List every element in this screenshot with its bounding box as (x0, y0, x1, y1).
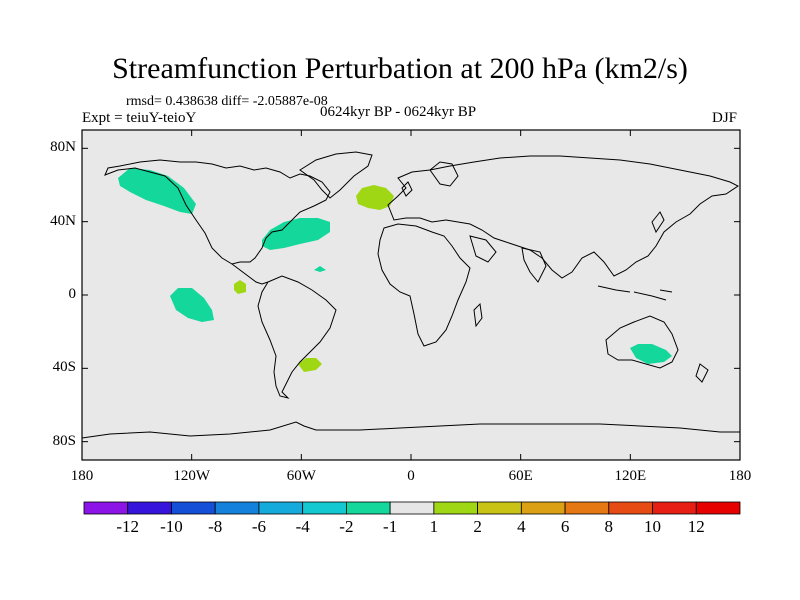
colorbar-label: 1 (429, 517, 439, 536)
map-ticks (81, 130, 741, 460)
colorbar-label: 2 (473, 517, 482, 536)
colorbar-label: -12 (116, 517, 140, 536)
colorbar-swatch (389, 501, 435, 515)
chart-title: Streamfunction Perturbation at 200 hPa (… (112, 52, 688, 85)
y-tick-label: 80S (52, 432, 76, 449)
region-north-pacific-gulf-of-alaska (118, 168, 196, 214)
colorbar-swatch (345, 501, 391, 515)
y-tick-label: 40S (52, 359, 76, 376)
x-tick-label: 0 (407, 468, 415, 484)
colorbar-swatch (127, 501, 172, 515)
colorbar-label: 10 (644, 517, 662, 536)
colorbar-swatch (171, 501, 216, 515)
region-small-tropical-atlantic-patch (314, 266, 326, 272)
region-small-caribbean-patch (234, 280, 246, 294)
colorbar-swatch (258, 501, 304, 515)
colorbar-swatch (608, 501, 653, 515)
x-tick-label: 120E (614, 468, 647, 484)
colorbar-label: 4 (517, 517, 526, 536)
colorbar-label: -1 (383, 517, 398, 536)
colorbar-swatch (564, 501, 610, 515)
stats-text: rmsd= 0.438638 diff= -2.05887e-08 (126, 94, 328, 109)
colorbar-swatch (520, 501, 566, 515)
colorbar-swatch (695, 501, 741, 515)
colorbar-label: 8 (604, 517, 614, 536)
colorbar-label: -8 (208, 517, 223, 536)
period-label: 0624kyr BP - 0624kyr BP (320, 104, 477, 120)
colorbar-label: -2 (339, 517, 354, 536)
y-tick-label: 0 (68, 286, 77, 302)
colorbar-swatch (652, 501, 697, 515)
experiment-label: Expt = teiuY-teioY (82, 110, 197, 126)
season-label: DJF (712, 110, 738, 126)
colorbar-swatch (83, 501, 129, 515)
colorbar-label: 12 (687, 517, 705, 536)
region-eastern-north-america (262, 218, 330, 250)
colorbar-label: -10 (160, 517, 183, 536)
region-southern-australia (630, 344, 672, 364)
colorbar-label: -4 (295, 517, 310, 536)
coastlines (81, 151, 740, 439)
perturbation-regions (118, 168, 672, 372)
colorbar-label: -6 (251, 517, 267, 536)
colorbar-swatch (214, 501, 260, 515)
region-south-america-argentina (298, 358, 322, 372)
y-tick-label: 40N (50, 212, 76, 229)
region-east-pacific-equatorial (170, 288, 214, 322)
colorbar-swatch (302, 501, 347, 515)
y-tick-label: 80N (50, 139, 76, 156)
x-tick-label: 120W (173, 468, 210, 484)
colorbar-swatch (477, 501, 522, 515)
x-tick-label: 180 (728, 468, 752, 484)
colorbar-swatch (433, 501, 479, 515)
x-tick-label: 180 (70, 468, 94, 484)
x-tick-label: 60E (508, 468, 533, 484)
x-tick-label: 60W (286, 468, 316, 484)
region-north-atlantic (356, 185, 394, 210)
colorbar-label: 6 (560, 517, 570, 536)
